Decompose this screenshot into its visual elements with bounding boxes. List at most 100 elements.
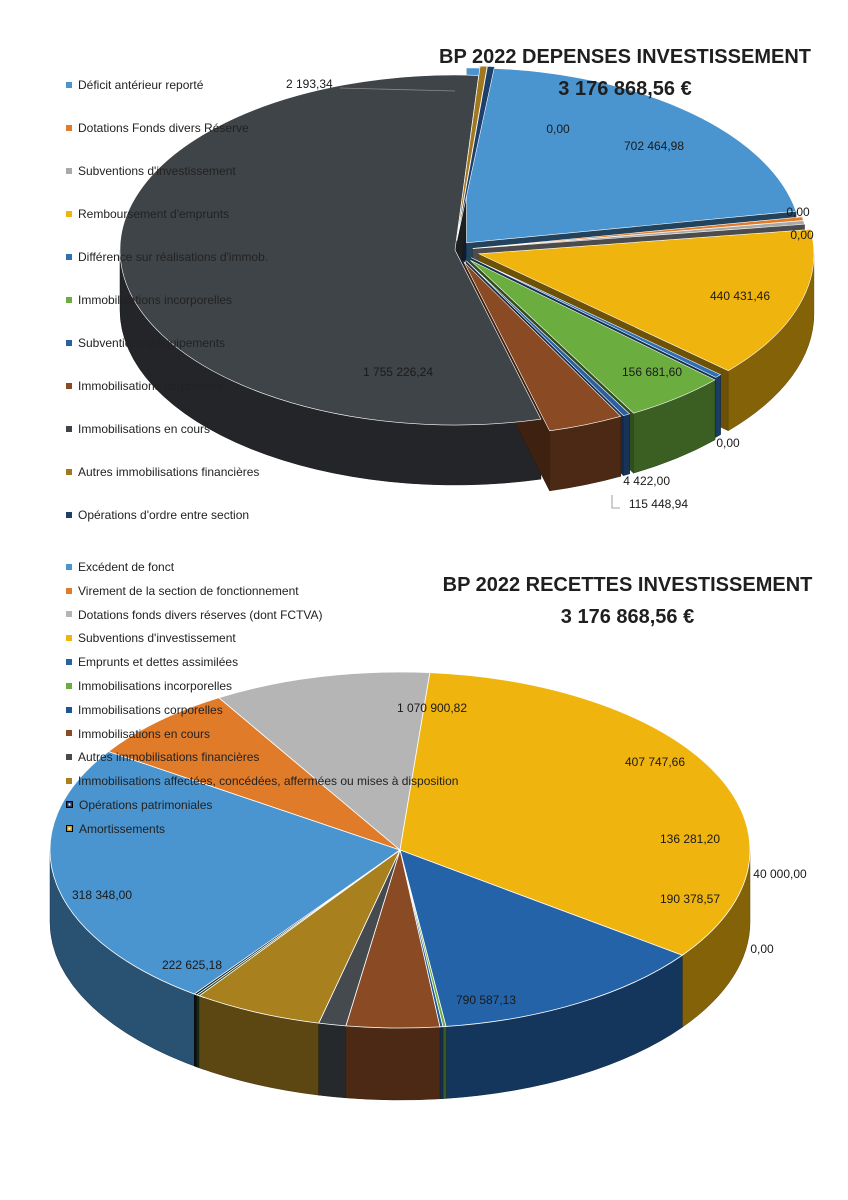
legend-swatch	[66, 210, 72, 217]
legend-swatch	[66, 801, 73, 809]
pie-slice-top	[470, 260, 716, 414]
legend-swatch	[66, 425, 72, 432]
data-label: 0,00	[750, 942, 774, 956]
pie-slice-top	[119, 74, 542, 426]
leader-line	[339, 87, 456, 92]
legend-item-immobilisations-corporelles: Immobilisations corporelles	[66, 703, 223, 717]
legend-label: Autres immobilisations financières	[78, 465, 260, 479]
legend-item-remboursement-d-emprunts: Remboursement d'emprunts	[66, 207, 229, 221]
legend-label: Subventions d'investissement	[78, 164, 236, 178]
legend-swatch	[66, 635, 72, 642]
data-label: 190 378,57	[660, 892, 720, 906]
data-label: 440 431,46	[710, 289, 770, 303]
data-labels: 702 464,98 0,00 0,00 0,00 440 431,46 156 681,…	[286, 77, 814, 511]
legend-swatch	[66, 730, 72, 737]
pie-chart-recettes: 1 070 900,82 407 747,66 136 281,20 40 000,0…	[49, 671, 807, 1101]
legend-label: Immobilisations incorporelles	[78, 679, 233, 693]
legend-item-operations-d-ordre-entre-section: Opérations d'ordre entre section	[66, 508, 249, 522]
legend-swatch	[66, 611, 72, 618]
legend-swatch	[66, 296, 72, 303]
legend-item-immobilisations-incorporelles: Immobilisations incorporelles	[66, 293, 232, 307]
pie-slice-top	[198, 849, 401, 1024]
pie-chart-depenses: 702 464,98 0,00 0,00 0,00 440 431,46 156 681,…	[119, 65, 815, 511]
legend-item-virement-de-la-section-de-fonctionnement: Virement de la section de fonctionnement	[66, 584, 299, 598]
legend-item-difference-sur-realisations-d-immob: Différence sur réalisations d'immob.	[66, 250, 268, 264]
pie-slice-top	[471, 257, 722, 378]
pie-slice-top	[456, 66, 495, 241]
pie-slice-top	[463, 261, 622, 432]
pie-slices	[119, 65, 815, 492]
legend-swatch	[66, 778, 72, 785]
legend-swatch	[66, 124, 72, 131]
legend-swatch	[66, 382, 72, 389]
legend-label: Immobilisations incorporelles	[78, 293, 233, 307]
legend-item-excedent-de-fonct: Excédent de fonct	[66, 560, 174, 574]
legend-label: Emprunts et dettes assimilées	[78, 655, 239, 670]
legend-item-operations-patrimoniales: Opérations patrimoniales	[66, 798, 212, 812]
data-label: 702 464,98	[624, 139, 684, 153]
data-labels: 1 070 900,82 407 747,66 136 281,20 40 000,0…	[72, 701, 807, 1007]
legend-item-autres-immobilisations-financieres: Autres immobilisations financières	[66, 750, 259, 764]
data-label: 0,00	[786, 205, 810, 219]
legend-label: Opérations d'ordre entre section	[78, 508, 250, 522]
pie-slice-top	[193, 849, 401, 996]
legend-item-dotations-fonds-divers-reserve: Dotations Fonds divers Réserve	[66, 121, 249, 135]
legend-swatch	[66, 587, 72, 594]
pie-slice-top	[477, 229, 815, 372]
legend-item-immobilisations-en-cours: Immobilisations en cours	[66, 727, 210, 741]
chart-subtitle: 3 176 868,56 €	[560, 606, 695, 628]
pie-slice-top	[456, 65, 488, 241]
data-label: 407 747,66	[625, 755, 685, 769]
legend-item-immobilisations-affectees-concedees-affermees-ou-mises-a-disposition: Immobilisations affectées, concédées, af…	[66, 774, 458, 788]
legend-swatch	[66, 511, 72, 518]
legend-label: Subventions d'équipements	[78, 336, 226, 350]
legend-label: Différence sur réalisations d'immob.	[78, 250, 269, 264]
pie-slice-top	[466, 67, 797, 244]
legend-swatch	[66, 754, 72, 761]
legend-item-immobilisations-incorporelles: Immobilisations incorporelles	[66, 679, 232, 693]
data-label: 318 348,00	[72, 888, 132, 902]
data-label: 136 281,20	[660, 832, 720, 846]
legend-label: Excédent de fonct	[78, 560, 175, 574]
legend-swatch	[66, 339, 72, 346]
pie-slice-top	[399, 849, 684, 1027]
data-label: 1 070 900,82	[397, 701, 467, 715]
legend-swatch	[66, 682, 72, 689]
data-label: 1 755 226,24	[363, 365, 433, 379]
data-label: 222 625,18	[162, 958, 222, 972]
chart-recettes: 1 070 900,82 407 747,66 136 281,20 40 000,0…	[0, 560, 848, 1200]
legend-label: Virement de la section de fonctionnement	[78, 583, 299, 598]
data-label: 2 193,34	[286, 77, 333, 91]
data-label: 156 681,60	[622, 365, 682, 379]
pie-slice-top	[399, 672, 751, 956]
data-label: 0,00	[790, 228, 814, 242]
legend-item-autres-immobilisations-financieres: Autres immobilisations financières	[66, 465, 259, 479]
data-label: 790 587,13	[456, 993, 516, 1007]
legend-label: Autres immobilisations financières	[78, 750, 260, 765]
chart-title: BP 2022 DEPENSES INVESTISSEMENT	[439, 46, 811, 68]
legend-label: Dotations fonds divers réserves (dont FC…	[78, 607, 323, 622]
legend-swatch	[66, 167, 72, 174]
leader-line	[611, 495, 620, 509]
pie-slice-top	[217, 671, 431, 851]
legend-swatch	[66, 81, 72, 88]
legend-swatch	[66, 659, 72, 666]
legend-item-amortissements: Amortissements	[66, 822, 165, 836]
legend-label: Immobilisations en cours	[78, 726, 211, 741]
legend-label: Remboursement d'emprunts	[78, 207, 230, 221]
legend-label: Opérations patrimoniales	[79, 798, 213, 812]
legend-label: Immobilisations en cours	[78, 422, 211, 436]
legend-label: Amortissements	[79, 821, 166, 836]
legend-item-immobilisations-en-cours: Immobilisations en cours	[66, 422, 210, 436]
data-label: 115 448,94	[629, 497, 688, 511]
data-label: 4 422,00	[623, 474, 670, 488]
legend-label: Subventions d'investissement	[78, 631, 236, 646]
legend-swatch	[66, 468, 72, 475]
pie-slice-top	[472, 220, 805, 249]
legend-label: Dotations Fonds divers Réserve	[78, 121, 249, 135]
chart-subtitle: 3 176 868,56 €	[558, 78, 692, 100]
legend-label: Immobilisations corporelles	[78, 379, 223, 393]
data-label: 40 000,00	[753, 867, 807, 881]
legend-item-subventions-d-investissement: Subventions d'investissement	[66, 164, 236, 178]
legend-item-dotations-fonds-divers-reserves-dont-fctva: Dotations fonds divers réserves (dont FC…	[66, 608, 323, 622]
